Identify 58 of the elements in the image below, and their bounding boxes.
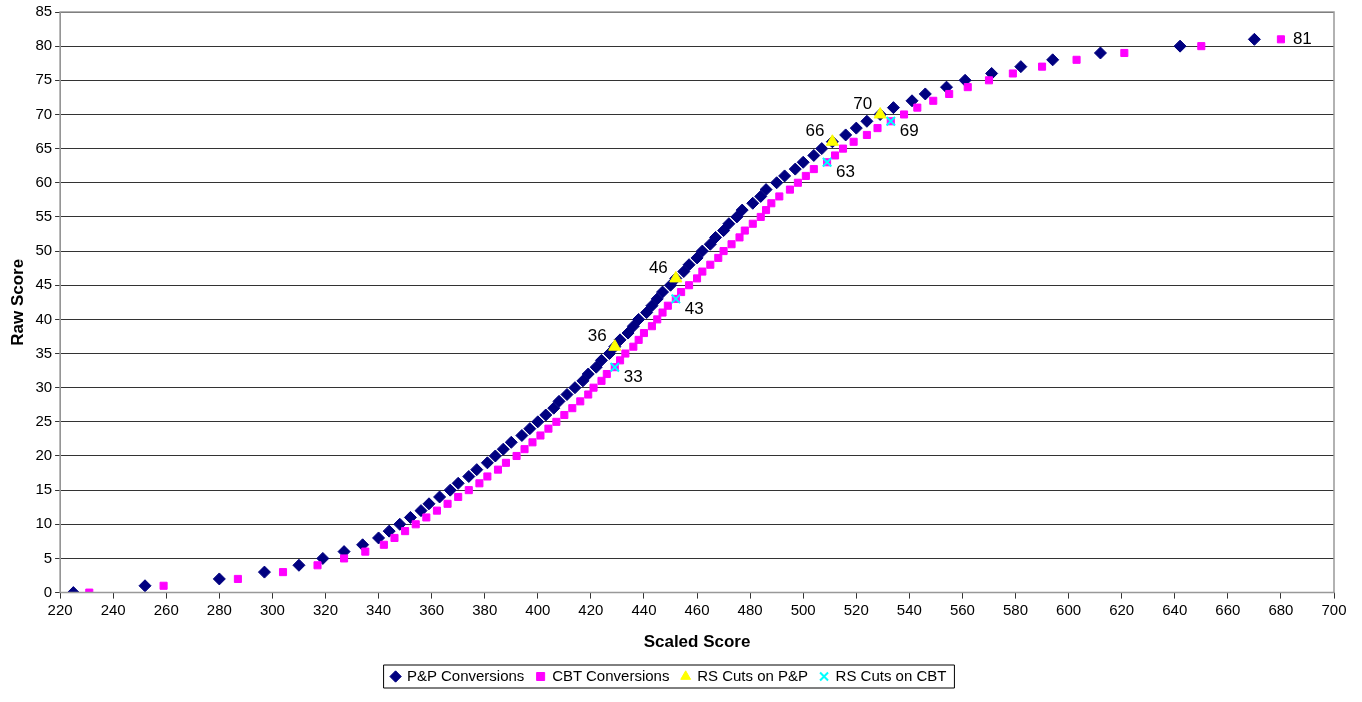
x-tick-label: 580 xyxy=(1003,600,1029,618)
x-axis-title: Scaled Score xyxy=(643,632,751,652)
x-tick-label: 640 xyxy=(1162,600,1188,618)
data-label: 70 xyxy=(853,94,873,114)
y-tick-label: 35 xyxy=(35,343,53,361)
y-tick-label: 5 xyxy=(43,548,53,566)
data-label: 36 xyxy=(587,326,607,346)
x-tick-label: 400 xyxy=(525,600,551,618)
y-tick-label: 85 xyxy=(35,2,53,20)
y-tick-label: 55 xyxy=(35,207,53,225)
x-tick-label: 280 xyxy=(206,600,232,618)
x-tick-label: 320 xyxy=(312,600,338,618)
y-tick-label: 0 xyxy=(43,582,53,600)
data-label: 69 xyxy=(899,120,919,140)
y-tick-label: 80 xyxy=(35,36,53,54)
legend-label: CBT Conversions xyxy=(552,666,670,684)
y-tick-label: 15 xyxy=(35,480,53,498)
y-tick-label: 10 xyxy=(35,514,53,532)
y-tick-label: 65 xyxy=(35,138,53,156)
x-tick-label: 300 xyxy=(259,600,285,618)
x-tick-label: 460 xyxy=(684,600,710,618)
y-tick-label: 20 xyxy=(35,446,53,464)
y-tick-label: 40 xyxy=(35,309,53,327)
x-tick-label: 220 xyxy=(47,600,73,618)
x-tick-label: 600 xyxy=(1056,600,1082,618)
x-tick-label: 520 xyxy=(843,600,869,618)
x-tick-label: 560 xyxy=(949,600,975,618)
x-tick-label: 420 xyxy=(578,600,604,618)
x-tick-label: 700 xyxy=(1321,600,1347,618)
x-tick-label: 260 xyxy=(153,600,179,618)
y-tick-label: 30 xyxy=(35,377,53,395)
y-tick-label: 45 xyxy=(35,275,53,293)
x-tick-label: 500 xyxy=(790,600,816,618)
data-label: 33 xyxy=(623,366,643,386)
y-tick-label: 25 xyxy=(35,411,53,429)
y-tick-label: 50 xyxy=(35,241,53,259)
x-tick-label: 620 xyxy=(1109,600,1135,618)
x-tick-label: 380 xyxy=(472,600,498,618)
data-label: 43 xyxy=(684,298,704,318)
y-tick-label: 70 xyxy=(35,104,53,122)
x-tick-label: 660 xyxy=(1215,600,1241,618)
y-tick-label: 60 xyxy=(35,172,53,190)
legend-label: P&P Conversions xyxy=(407,666,525,684)
legend-label: RS Cuts on CBT xyxy=(835,666,947,684)
y-tick-label: 75 xyxy=(35,70,53,88)
x-tick-label: 340 xyxy=(366,600,392,618)
legend-label: RS Cuts on P&P xyxy=(697,666,809,684)
data-label: 46 xyxy=(648,258,668,278)
data-label: 66 xyxy=(805,121,825,141)
x-tick-label: 540 xyxy=(896,600,922,618)
annotation: 81 xyxy=(1292,29,1312,49)
x-tick-label: 680 xyxy=(1268,600,1294,618)
x-tick-label: 360 xyxy=(419,600,445,618)
x-tick-label: 440 xyxy=(631,600,657,618)
y-axis-title: Raw Score xyxy=(7,258,27,346)
data-label: 63 xyxy=(836,161,856,181)
x-tick-label: 240 xyxy=(100,600,126,618)
x-tick-label: 480 xyxy=(737,600,763,618)
